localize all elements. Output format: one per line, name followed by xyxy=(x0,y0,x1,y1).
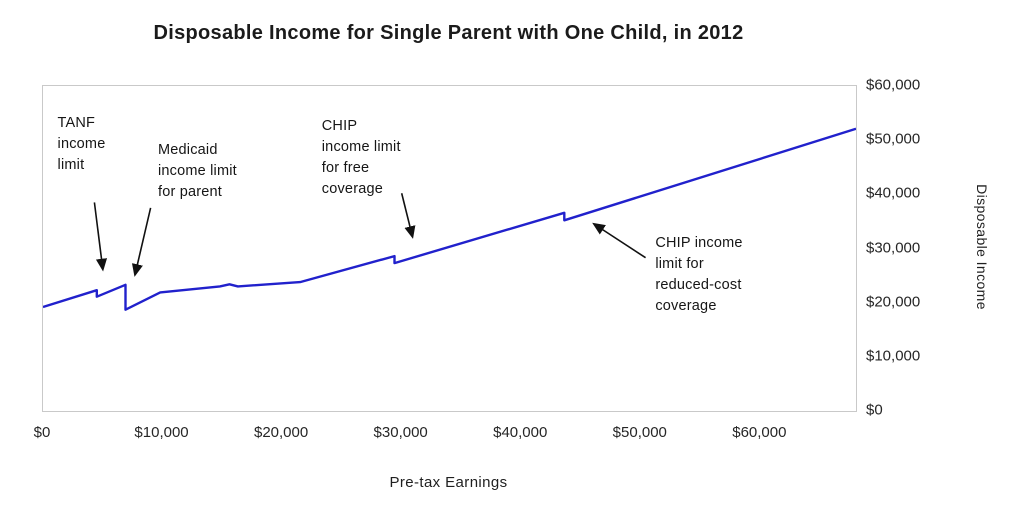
y-tick-label: $0 xyxy=(866,401,883,419)
annotation-arrow-chip-free-coverage-limit xyxy=(400,193,416,239)
x-tick-label: $20,000 xyxy=(253,424,309,441)
annotation-arrow-chip-reduced-cost-limit xyxy=(592,222,647,259)
chart-title: Disposable Income for Single Parent with… xyxy=(153,22,744,44)
annotation-medicaid-income-limit: Medicaid income limit for parent xyxy=(157,142,237,201)
x-tick-label: $40,000 xyxy=(493,424,548,441)
y-tick-label: $10,000 xyxy=(866,347,921,365)
y-tick-label: $30,000 xyxy=(866,239,921,256)
disposable-income-line xyxy=(43,127,856,311)
annotation-tanf-income-limit: TANF income limit xyxy=(57,115,106,174)
y-tick-label: $60,000 xyxy=(866,76,921,94)
annotation-chip-reduced-cost-limit: CHIP income limit for reduced-cost cover… xyxy=(655,234,743,314)
plot-svg xyxy=(43,127,856,311)
y-tick-label: $50,000 xyxy=(866,130,921,148)
x-axis-label: Pre-tax Earnings xyxy=(389,474,508,491)
plot-area xyxy=(42,85,857,412)
x-tick-label: $0 xyxy=(33,424,51,441)
x-tick-label: $10,000 xyxy=(134,424,189,441)
annotation-arrow-medicaid-income-limit xyxy=(131,207,152,277)
x-tick-label: $50,000 xyxy=(612,424,667,441)
y-tick-label: $20,000 xyxy=(866,293,921,311)
annotation-arrow-tanf-income-limit xyxy=(93,202,108,272)
x-tick-label: $30,000 xyxy=(373,424,428,441)
y-axis-label: Disposable Income xyxy=(974,184,990,310)
x-tick-label: $60,000 xyxy=(732,424,787,441)
annotation-chip-free-coverage-limit: CHIP income limit for free coverage xyxy=(321,117,401,197)
y-tick-label: $40,000 xyxy=(866,184,921,202)
